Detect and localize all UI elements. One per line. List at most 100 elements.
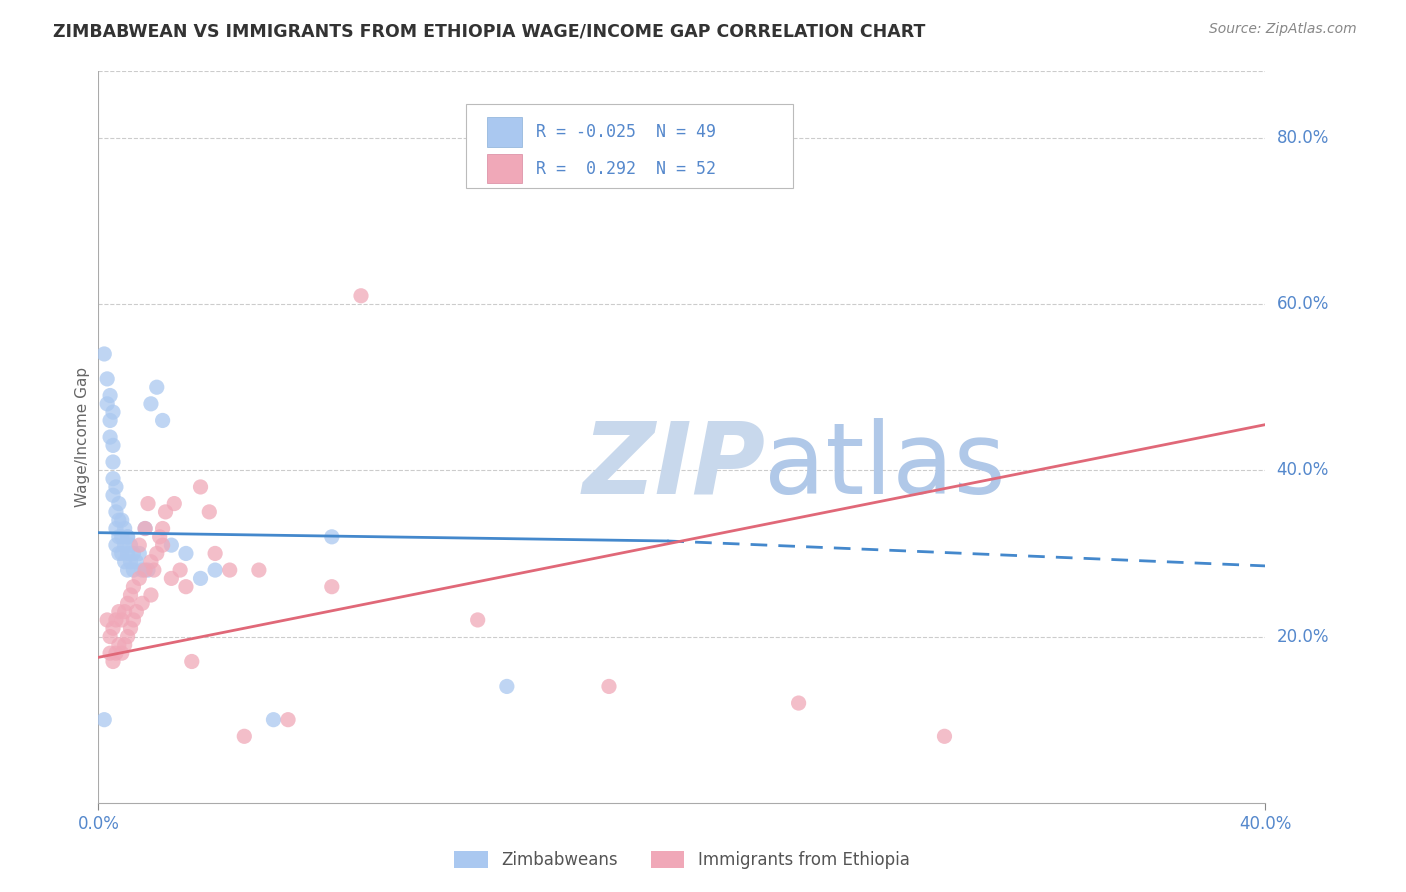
Point bbox=[98, 388, 121, 402]
Text: ZIMBABWEAN VS IMMIGRANTS FROM ETHIOPIA WAGE/INCOME GAP CORRELATION CHART: ZIMBABWEAN VS IMMIGRANTS FROM ETHIOPIA W… bbox=[53, 22, 925, 40]
Point bbox=[108, 638, 131, 652]
Point bbox=[174, 546, 197, 560]
Point bbox=[111, 530, 134, 544]
Text: 60.0%: 60.0% bbox=[1277, 295, 1329, 313]
Point bbox=[204, 563, 226, 577]
Point bbox=[131, 563, 153, 577]
Point bbox=[98, 630, 121, 644]
Point bbox=[163, 497, 186, 511]
Text: atlas: atlas bbox=[763, 417, 1005, 515]
Point bbox=[108, 530, 131, 544]
Point bbox=[104, 505, 127, 519]
Point bbox=[247, 563, 270, 577]
Y-axis label: Wage/Income Gap: Wage/Income Gap bbox=[75, 367, 90, 508]
Point bbox=[120, 538, 142, 552]
Point bbox=[114, 605, 136, 619]
Point bbox=[233, 729, 256, 743]
Point bbox=[160, 538, 183, 552]
Point bbox=[117, 563, 139, 577]
Point bbox=[104, 480, 127, 494]
Point bbox=[101, 405, 124, 419]
Point bbox=[108, 546, 131, 560]
Point bbox=[98, 413, 121, 427]
Point bbox=[111, 513, 134, 527]
Point bbox=[350, 289, 373, 303]
Point bbox=[190, 571, 212, 585]
Point bbox=[152, 413, 174, 427]
Point bbox=[169, 563, 191, 577]
Point bbox=[108, 605, 131, 619]
FancyBboxPatch shape bbox=[486, 154, 522, 183]
Point bbox=[108, 513, 131, 527]
Point bbox=[108, 497, 131, 511]
Point bbox=[101, 621, 124, 635]
Point bbox=[142, 563, 165, 577]
Point bbox=[93, 347, 115, 361]
FancyBboxPatch shape bbox=[465, 104, 793, 188]
Point bbox=[117, 530, 139, 544]
Point bbox=[120, 621, 142, 635]
FancyBboxPatch shape bbox=[486, 118, 522, 146]
Point bbox=[598, 680, 620, 694]
Point bbox=[111, 613, 134, 627]
Point bbox=[155, 505, 177, 519]
Text: 40.0%: 40.0% bbox=[1277, 461, 1329, 479]
Point bbox=[131, 596, 153, 610]
Point bbox=[125, 555, 148, 569]
Point bbox=[134, 563, 156, 577]
Point bbox=[98, 430, 121, 444]
Point bbox=[93, 713, 115, 727]
Text: Source: ZipAtlas.com: Source: ZipAtlas.com bbox=[1209, 22, 1357, 37]
Point bbox=[174, 580, 197, 594]
Point bbox=[262, 713, 284, 727]
Point bbox=[104, 613, 127, 627]
Point bbox=[180, 655, 202, 669]
Point bbox=[96, 397, 118, 411]
Point bbox=[787, 696, 810, 710]
Point bbox=[496, 680, 519, 694]
Point bbox=[277, 713, 299, 727]
Point bbox=[111, 546, 134, 560]
Point bbox=[149, 530, 172, 544]
Point bbox=[96, 372, 118, 386]
Legend: Zimbabweans, Immigrants from Ethiopia: Zimbabweans, Immigrants from Ethiopia bbox=[447, 845, 917, 876]
Point bbox=[139, 555, 162, 569]
Point bbox=[114, 555, 136, 569]
Point bbox=[190, 480, 212, 494]
Point bbox=[136, 563, 159, 577]
Point bbox=[101, 472, 124, 486]
Point bbox=[104, 521, 127, 535]
Point bbox=[139, 397, 162, 411]
Text: ZIP: ZIP bbox=[582, 417, 766, 515]
Point bbox=[136, 497, 159, 511]
Text: 80.0%: 80.0% bbox=[1277, 128, 1329, 147]
Point bbox=[96, 613, 118, 627]
Point bbox=[122, 580, 145, 594]
Point bbox=[120, 588, 142, 602]
Point bbox=[128, 538, 150, 552]
Point bbox=[321, 530, 343, 544]
Point bbox=[122, 613, 145, 627]
Point bbox=[321, 580, 343, 594]
Point bbox=[117, 630, 139, 644]
Point bbox=[139, 588, 162, 602]
Point bbox=[114, 638, 136, 652]
Point bbox=[146, 546, 169, 560]
Point bbox=[198, 505, 221, 519]
Point bbox=[111, 646, 134, 660]
Point bbox=[101, 655, 124, 669]
Point bbox=[218, 563, 240, 577]
Point bbox=[98, 646, 121, 660]
Point bbox=[117, 596, 139, 610]
Point bbox=[128, 546, 150, 560]
Point bbox=[114, 521, 136, 535]
Point bbox=[125, 605, 148, 619]
Point bbox=[467, 613, 489, 627]
Point bbox=[152, 538, 174, 552]
Point bbox=[204, 546, 226, 560]
Text: R =  0.292  N = 52: R = 0.292 N = 52 bbox=[536, 160, 716, 178]
Point bbox=[152, 521, 174, 535]
Point bbox=[120, 555, 142, 569]
Point bbox=[117, 530, 139, 544]
Text: R = -0.025  N = 49: R = -0.025 N = 49 bbox=[536, 123, 716, 141]
